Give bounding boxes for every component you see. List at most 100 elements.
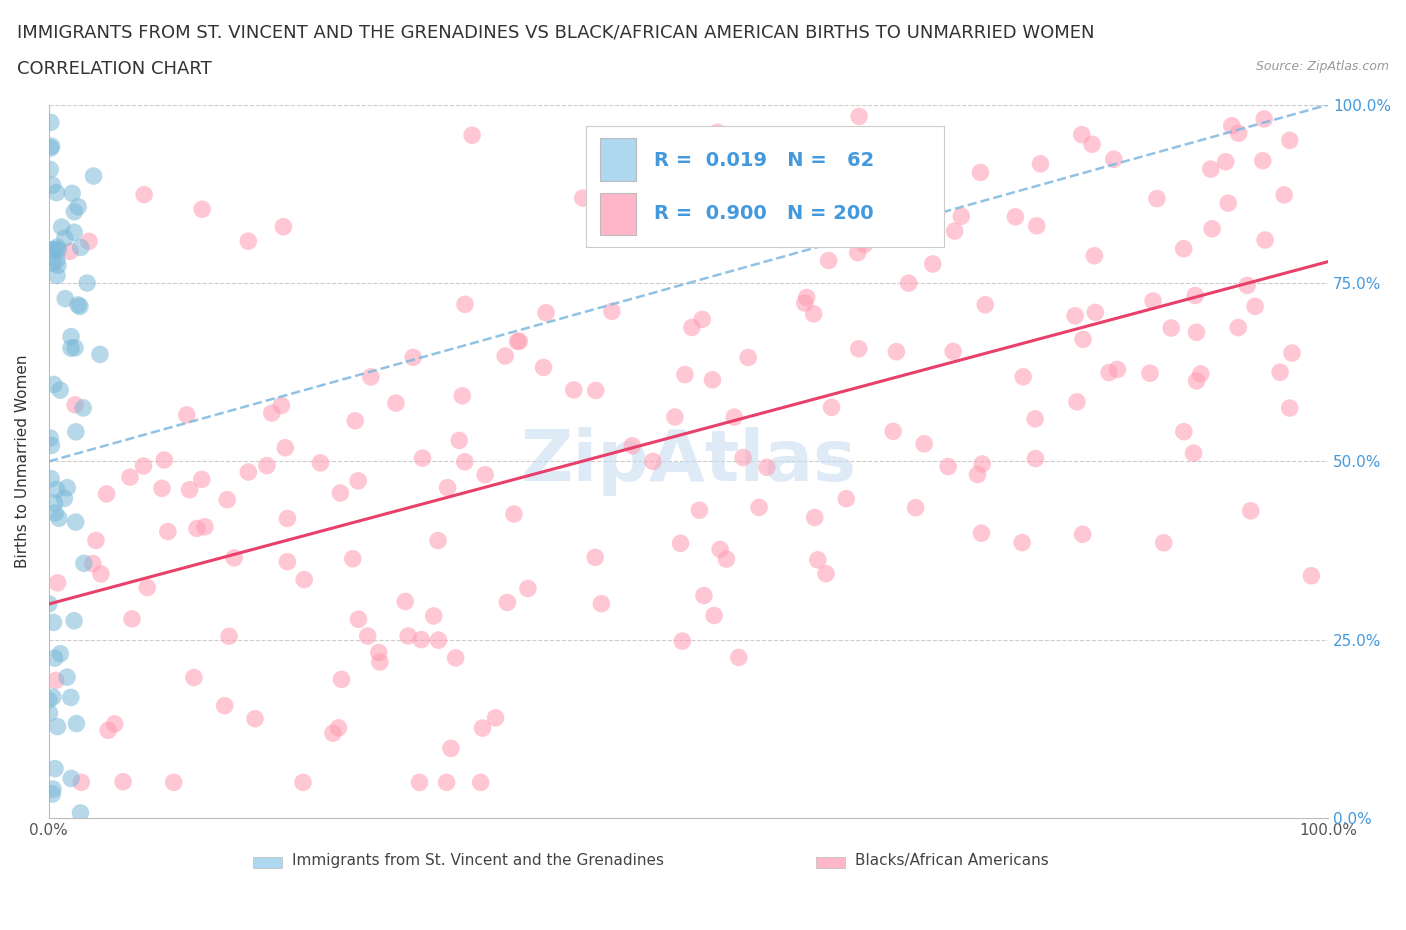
Point [1107, 362, 1129, 377]
Point [97, 723, 120, 737]
Point [347, 612, 370, 627]
Point [1081, 137, 1104, 152]
Point [411, 632, 433, 647]
Point [1199, 162, 1222, 177]
Point [690, 312, 713, 326]
Point [972, 457, 994, 472]
Point [256, 458, 278, 473]
Point [863, 183, 886, 198]
Point [848, 109, 870, 124]
Point [66, 298, 89, 312]
Point [737, 350, 759, 365]
Point [42, 377, 65, 392]
Point [454, 297, 477, 312]
Point [793, 296, 815, 311]
Point [243, 711, 266, 726]
Point [474, 467, 496, 482]
Point [1278, 401, 1301, 416]
Point [1185, 374, 1208, 389]
Point [904, 500, 927, 515]
Point [46, 576, 69, 591]
Point [1102, 152, 1125, 166]
Point [396, 629, 419, 644]
Point [104, 716, 127, 731]
Point [440, 741, 463, 756]
Point [357, 629, 380, 644]
Point [966, 467, 988, 482]
Point [69, 299, 91, 313]
Point [503, 507, 526, 522]
Point [1139, 365, 1161, 380]
Point [89, 347, 111, 362]
Point [1278, 85, 1301, 100]
Point [1083, 248, 1105, 263]
Point [1004, 209, 1026, 224]
Point [217, 492, 239, 507]
Point [132, 458, 155, 473]
Y-axis label: Births to Unmarried Women: Births to Unmarried Women [15, 354, 30, 568]
Point [218, 629, 240, 644]
Point [322, 725, 344, 740]
Point [42, 615, 65, 630]
Point [950, 209, 973, 224]
Text: Blacks/African Americans: Blacks/African Americans [855, 854, 1049, 869]
Point [1227, 126, 1250, 140]
Point [748, 500, 770, 515]
Point [59, 244, 82, 259]
Point [852, 207, 875, 222]
Point [49, 646, 72, 661]
Point [163, 775, 186, 790]
Point [67, 199, 90, 214]
Point [342, 551, 364, 566]
Point [882, 424, 904, 439]
Point [848, 341, 870, 356]
Point [591, 596, 613, 611]
Point [562, 382, 585, 397]
Point [39, 431, 62, 445]
Point [186, 521, 208, 536]
Point [444, 650, 467, 665]
Point [53, 491, 76, 506]
Point [214, 698, 236, 713]
Point [76, 275, 98, 290]
Point [402, 350, 425, 365]
Point [70, 775, 93, 790]
Point [46, 258, 69, 272]
Point [970, 525, 993, 540]
Point [65, 424, 87, 439]
Point [803, 510, 825, 525]
Point [1185, 325, 1208, 339]
Point [38, 706, 60, 721]
Point [912, 436, 935, 451]
Point [454, 455, 477, 470]
Point [120, 470, 142, 485]
Point [63, 225, 86, 240]
Point [1244, 299, 1267, 313]
Point [224, 551, 246, 565]
Point [496, 595, 519, 610]
Point [82, 556, 104, 571]
Point [408, 775, 430, 790]
Point [191, 202, 214, 217]
Point [1098, 365, 1121, 380]
Point [60, 771, 83, 786]
Point [1184, 288, 1206, 303]
Point [853, 237, 876, 252]
Point [1025, 219, 1047, 233]
Point [273, 219, 295, 234]
Point [1272, 188, 1295, 203]
Point [1240, 503, 1263, 518]
Point [1281, 346, 1303, 361]
Point [53, 291, 76, 306]
Point [494, 349, 516, 364]
Point [394, 594, 416, 609]
Point [63, 613, 86, 628]
Point [1254, 232, 1277, 247]
FancyBboxPatch shape [253, 857, 281, 868]
Point [1084, 305, 1107, 320]
Point [974, 298, 997, 312]
Point [1160, 321, 1182, 336]
Point [42, 256, 65, 271]
Point [59, 690, 82, 705]
Point [641, 454, 664, 469]
